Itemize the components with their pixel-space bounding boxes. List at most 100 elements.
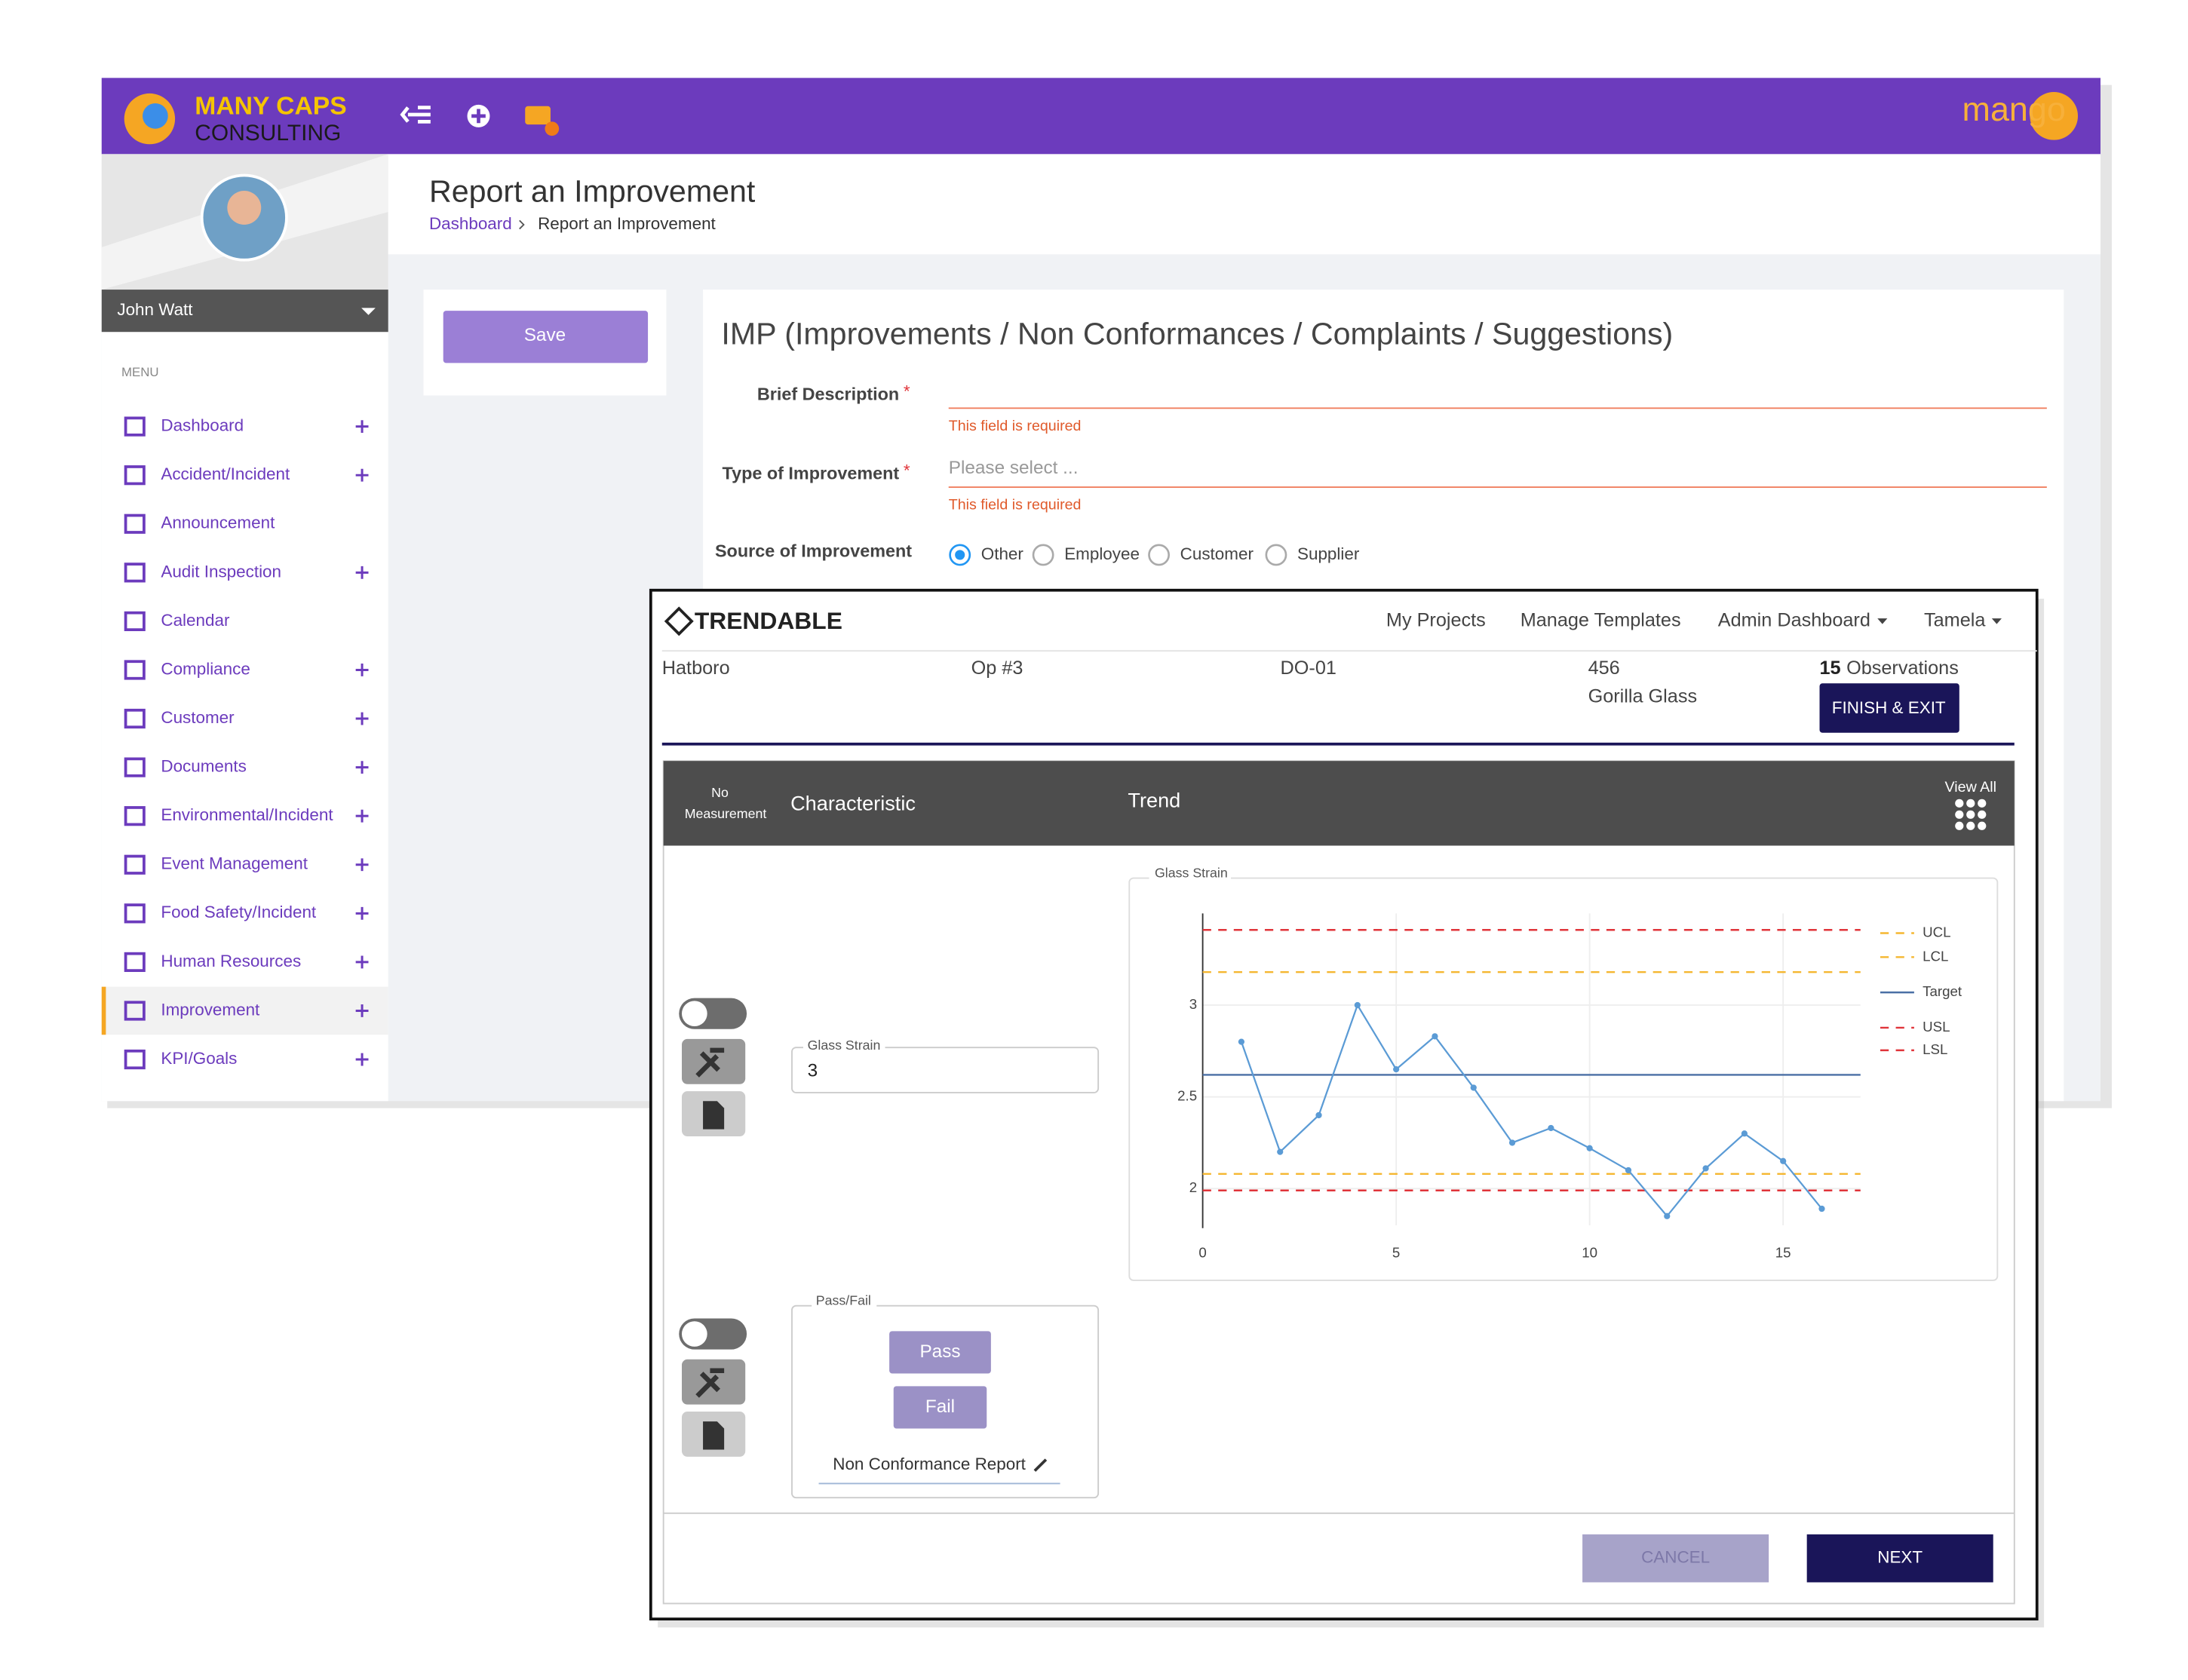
cancel-label: CANCEL xyxy=(1641,1548,1710,1567)
logo-text: MANY CAPS xyxy=(195,93,346,121)
menu-icon xyxy=(124,660,146,680)
mail-icon[interactable] xyxy=(525,106,551,125)
fail-label: Fail xyxy=(925,1396,955,1417)
menu-expand[interactable] xyxy=(355,712,369,725)
radio[interactable] xyxy=(1148,544,1171,566)
next-button[interactable] xyxy=(1806,1534,1993,1583)
menu-expand[interactable] xyxy=(355,1004,369,1017)
view-all[interactable]: View All xyxy=(1945,779,1996,796)
menu-icon xyxy=(124,514,146,534)
radio-dot xyxy=(955,550,965,560)
th-no-measurement: No xyxy=(711,785,729,800)
grid-icon-dot[interactable] xyxy=(1955,799,1964,808)
data-point xyxy=(1625,1166,1632,1174)
radio-label: Employee xyxy=(1064,544,1140,563)
nav-link[interactable]: Admin Dashboard xyxy=(1718,610,1870,631)
ncr-link[interactable]: Non Conformance Report xyxy=(833,1455,1026,1473)
required-mark: * xyxy=(904,461,910,480)
menu-icon xyxy=(124,465,146,486)
ncr-link-icon xyxy=(1033,1458,1048,1472)
menu-icon xyxy=(124,563,146,583)
menu-item[interactable]: Food Safety/Incident xyxy=(161,903,317,921)
menu-expand[interactable] xyxy=(355,468,369,482)
data-point xyxy=(1818,1205,1825,1212)
nav-link[interactable]: Manage Templates xyxy=(1521,610,1681,631)
finish-button[interactable] xyxy=(1819,683,1959,733)
grid-icon-dot[interactable] xyxy=(1966,810,1975,819)
menu-toggle-icon[interactable] xyxy=(400,106,431,124)
nav-link[interactable]: My Projects xyxy=(1386,610,1486,631)
menu-item[interactable]: Calendar xyxy=(161,611,230,630)
menu-item[interactable]: Accident/Incident xyxy=(161,464,290,483)
data-point xyxy=(1432,1033,1438,1040)
nav-link[interactable]: Tamela xyxy=(1924,610,1986,631)
data-point xyxy=(1508,1139,1516,1146)
menu-item[interactable]: Improvement xyxy=(161,1000,260,1019)
grid-icon-dot[interactable] xyxy=(1955,810,1964,819)
measure-input[interactable] xyxy=(791,1047,1100,1093)
grid-icon-dot[interactable] xyxy=(1966,821,1975,830)
obs-label: Observations xyxy=(1846,658,1959,679)
breadcrumb-link[interactable]: Dashboard xyxy=(429,214,512,233)
info-text: Gorilla Glass xyxy=(1588,686,1698,707)
field-error: This field is required xyxy=(949,418,1082,434)
grid-icon-dot[interactable] xyxy=(1966,799,1975,808)
grid-icon-dot[interactable] xyxy=(1955,821,1964,830)
form-title: IMP (Improvements / Non Conformances / C… xyxy=(721,317,1673,351)
menu-expand[interactable] xyxy=(355,420,369,434)
passfail-label: Pass/Fail xyxy=(816,1293,871,1308)
menu-item[interactable]: Audit Inspection xyxy=(161,562,281,581)
logo-text: CONSULTING xyxy=(195,121,341,146)
menu-item[interactable]: Announcement xyxy=(161,514,275,532)
data-point xyxy=(1277,1148,1284,1155)
radio-label: Customer xyxy=(1180,544,1254,563)
save-button[interactable] xyxy=(443,311,649,363)
menu-item[interactable]: Customer xyxy=(161,708,235,727)
radio[interactable] xyxy=(1265,544,1287,566)
chart-frame xyxy=(1128,877,1999,1281)
menu-item[interactable]: Event Management xyxy=(161,854,308,873)
menu-item[interactable]: Documents xyxy=(161,757,246,776)
toggle-knob xyxy=(681,1001,707,1027)
page-title: Report an Improvement xyxy=(429,174,756,209)
grid-icon-dot[interactable] xyxy=(1978,821,1987,830)
menu-expand[interactable] xyxy=(355,761,369,774)
fail-button[interactable] xyxy=(893,1386,987,1429)
menu-icon xyxy=(124,854,146,875)
menu-expand[interactable] xyxy=(355,955,369,969)
menu-expand[interactable] xyxy=(355,906,369,920)
chart-title: Glass Strain xyxy=(1155,866,1228,881)
grid-icon-dot[interactable] xyxy=(1978,799,1987,808)
avatar-face xyxy=(227,191,262,225)
data-point xyxy=(1586,1145,1593,1151)
menu-item[interactable]: KPI/Goals xyxy=(161,1049,237,1068)
obs-count: 15 xyxy=(1820,658,1841,679)
menu-expand[interactable] xyxy=(355,1053,369,1066)
menu-expand[interactable] xyxy=(355,809,369,823)
menu-item[interactable]: Dashboard xyxy=(161,416,244,435)
radio[interactable] xyxy=(1032,544,1054,566)
add-icon-plus xyxy=(471,109,486,124)
data-point xyxy=(1238,1038,1245,1045)
menu-icon xyxy=(124,903,146,924)
field-label: Source of Improvement xyxy=(715,541,912,560)
menu-item[interactable]: Environmental/Incident xyxy=(161,805,333,824)
title-band xyxy=(388,154,2101,255)
data-point xyxy=(1315,1111,1322,1119)
logo-icon-inner xyxy=(143,103,168,129)
tr-brand: TRENDABLE xyxy=(695,607,842,634)
grid-icon-dot[interactable] xyxy=(1978,810,1987,819)
menu-expand[interactable] xyxy=(355,858,369,872)
user-name[interactable]: John Watt xyxy=(117,300,193,319)
menu-expand[interactable] xyxy=(355,664,369,676)
menu-item[interactable]: Human Resources xyxy=(161,952,301,970)
next-label: NEXT xyxy=(1877,1548,1923,1567)
menu-item[interactable]: Compliance xyxy=(161,659,250,678)
cancel-button[interactable] xyxy=(1582,1534,1769,1583)
doc-icon xyxy=(703,1101,725,1130)
legend-label: LSL xyxy=(1923,1041,1947,1057)
user-caret xyxy=(361,308,376,315)
menu-expand[interactable] xyxy=(355,566,369,579)
pass-button[interactable] xyxy=(889,1331,991,1374)
data-point xyxy=(1470,1084,1477,1091)
